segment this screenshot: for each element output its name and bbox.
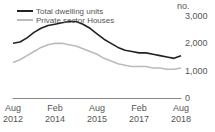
svg-text:no.: no.	[177, 1, 190, 11]
svg-text:0: 0	[185, 93, 190, 103]
svg-text:Total dwelling units: Total dwelling units	[36, 7, 103, 16]
svg-text:1,000: 1,000	[185, 66, 208, 76]
svg-text:2012: 2012	[3, 114, 23, 124]
svg-text:Feb: Feb	[47, 103, 63, 113]
svg-text:2014: 2014	[45, 114, 65, 124]
svg-text:2018: 2018	[171, 114, 191, 124]
svg-text:2017: 2017	[129, 114, 149, 124]
svg-text:2,000: 2,000	[185, 38, 208, 48]
svg-text:Feb: Feb	[131, 103, 147, 113]
svg-text:Private sector Houses: Private sector Houses	[36, 16, 114, 25]
svg-text:2015: 2015	[87, 114, 107, 124]
svg-text:Aug: Aug	[173, 103, 189, 113]
svg-text:Aug: Aug	[5, 103, 21, 113]
svg-text:Aug: Aug	[89, 103, 105, 113]
svg-text:3,000: 3,000	[185, 11, 208, 21]
